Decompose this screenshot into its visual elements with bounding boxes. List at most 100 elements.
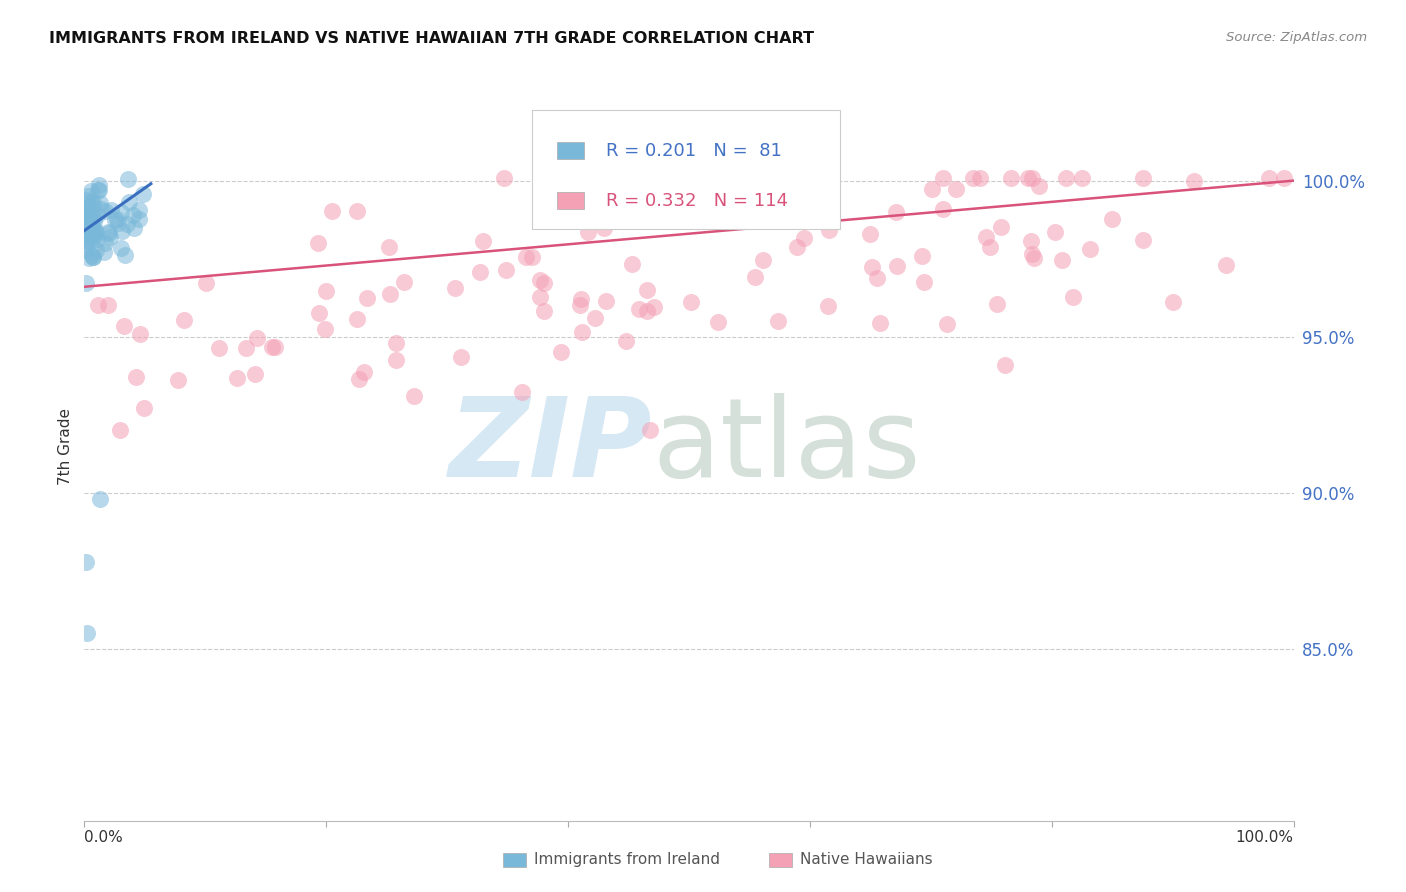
Point [97, 225, 120, 239]
Point [129, 327, 152, 342]
Point [378, 239, 401, 253]
Point [1054, 170, 1077, 185]
Point [321, 204, 343, 219]
Point [1017, 170, 1039, 185]
Point [1062, 290, 1084, 304]
Point [818, 223, 841, 237]
Point [121, 208, 143, 222]
Point [443, 281, 465, 295]
Point [226, 371, 249, 385]
Point [86, 232, 108, 246]
Point [83, 227, 105, 242]
Point [87, 183, 110, 197]
Point [167, 373, 190, 387]
Text: R = 0.201   N =  81: R = 0.201 N = 81 [606, 142, 782, 160]
Point [115, 218, 138, 232]
Point [89, 491, 111, 506]
FancyBboxPatch shape [557, 143, 583, 159]
Point [1182, 174, 1205, 188]
Point [75, 219, 97, 234]
Point [533, 304, 555, 318]
Point [1000, 170, 1022, 185]
Point [83, 225, 105, 239]
Point [356, 291, 378, 305]
Text: R = 0.332   N = 114: R = 0.332 N = 114 [606, 192, 787, 210]
Point [1071, 171, 1094, 186]
Point [75, 235, 97, 249]
Point [75, 554, 97, 568]
Point [315, 284, 337, 298]
Point [1078, 242, 1101, 256]
Point [468, 265, 491, 279]
Point [571, 326, 593, 340]
Point [75, 226, 97, 240]
Point [569, 293, 592, 307]
Point [974, 230, 997, 244]
Point [76, 626, 98, 640]
Point [117, 171, 139, 186]
Point [107, 217, 129, 231]
Point [79, 216, 101, 230]
Point [1272, 170, 1295, 185]
Point [235, 341, 257, 355]
Point [860, 260, 883, 275]
Point [969, 170, 991, 185]
Point [569, 298, 592, 312]
Point [636, 283, 658, 297]
Point [666, 183, 689, 197]
Point [82, 250, 104, 264]
Point [75, 227, 97, 241]
Point [79, 184, 101, 198]
Point [945, 182, 967, 196]
Point [77, 213, 100, 227]
Point [86, 298, 108, 312]
Point [353, 365, 375, 379]
FancyBboxPatch shape [557, 193, 583, 209]
Point [869, 316, 891, 330]
Point [80, 194, 103, 209]
Point [77, 209, 100, 223]
Point [77, 220, 100, 235]
Point [90, 202, 112, 217]
Point [82, 250, 104, 264]
Point [207, 342, 229, 356]
Point [76, 207, 98, 221]
Text: ZIP: ZIP [449, 392, 652, 500]
Point [75, 221, 97, 235]
Point [392, 275, 415, 289]
Point [89, 196, 111, 211]
Point [766, 314, 789, 328]
Point [385, 335, 408, 350]
Point [82, 199, 104, 213]
Point [75, 243, 97, 257]
Point [378, 287, 401, 301]
Point [936, 317, 959, 331]
Point [110, 204, 132, 219]
Point [80, 220, 103, 235]
Point [1021, 170, 1043, 185]
Point [865, 271, 887, 285]
Point [75, 218, 97, 232]
Point [246, 331, 269, 345]
Point [79, 227, 101, 241]
Point [77, 230, 100, 244]
Point [931, 202, 953, 216]
Point [75, 219, 97, 233]
Point [495, 262, 517, 277]
Point [636, 303, 658, 318]
Point [931, 170, 953, 185]
Point [533, 277, 555, 291]
Point [86, 208, 108, 222]
Point [1021, 234, 1043, 248]
Point [79, 235, 101, 250]
Point [450, 350, 472, 364]
Point [1043, 225, 1066, 239]
Point [84, 244, 107, 258]
Point [707, 315, 730, 329]
Y-axis label: 7th Grade: 7th Grade [58, 408, 73, 484]
Point [1021, 246, 1043, 260]
Point [979, 239, 1001, 253]
Point [529, 273, 551, 287]
Point [75, 221, 97, 235]
Point [578, 225, 600, 239]
